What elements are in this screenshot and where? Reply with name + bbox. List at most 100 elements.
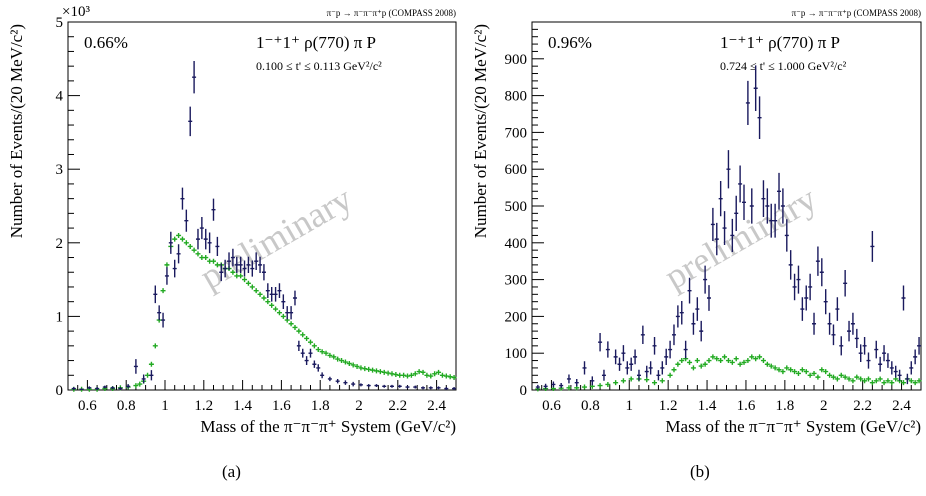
data-point [234,256,239,273]
data-point [800,297,805,321]
model-point [799,367,805,373]
data-point [617,357,622,371]
y-tick-label: 900 [505,52,528,68]
model-point [850,378,856,384]
data-point [172,259,177,278]
data-point [703,265,708,294]
model-point [323,350,329,356]
model-point [238,273,244,279]
model-point [451,374,457,380]
y-exponent-label: ×10³ [62,4,90,20]
data-point [126,384,131,389]
model-point [339,358,345,364]
x-tick-label: 1.6 [737,398,756,414]
model-point [300,332,306,338]
model-point [737,361,743,367]
wave-label: 1⁻⁺1⁺ ρ(770) π P [720,33,840,52]
x-tick-label: 1.2 [194,398,213,414]
data-point [110,386,115,390]
y-tick-label: 700 [505,125,528,141]
data-point [559,383,564,389]
model-point [768,363,774,369]
data-point [804,285,809,311]
model-point [834,376,840,382]
model-point [749,354,755,360]
model-point [230,269,236,275]
model-point [838,372,844,378]
data-point [87,386,92,390]
data-point [710,207,715,241]
data-point [812,312,817,335]
data-point [320,372,325,379]
model-point [725,358,731,364]
model-point [381,369,387,375]
model-point [447,374,453,380]
data-point [882,345,887,362]
model-point [807,372,813,378]
data-point [652,337,657,355]
data-point [668,340,673,359]
model-point [443,373,449,379]
data-point [389,384,394,388]
model-point [315,347,321,353]
data-point [917,337,922,355]
data-point [675,305,680,328]
model-point [605,381,611,387]
data-point [827,312,832,335]
model-point [308,339,313,345]
data-point [738,165,743,203]
data-point [397,384,402,388]
data-point [796,265,801,294]
model-point [373,368,379,374]
data-point [613,349,618,365]
model-point [900,380,906,386]
model-point [133,383,139,389]
data-point [327,376,332,382]
data-point [296,340,301,351]
model-point [377,369,383,375]
data-point [749,188,754,224]
data-point [168,231,173,254]
data-point [745,80,750,126]
data-point [780,188,785,224]
data-point [374,384,379,388]
data-point [808,273,813,301]
model-point [819,367,825,373]
data-point [157,305,162,321]
data-point [281,294,286,310]
x-tick-label: 1 [161,398,169,414]
model-point [865,376,871,382]
model-point [366,366,372,372]
model-point [652,380,658,386]
model-point [706,358,712,364]
model-point [827,372,833,378]
model-point [764,361,770,367]
model-point [296,328,302,334]
model-point [772,365,778,371]
model-point [370,367,376,373]
model-point [908,378,914,384]
data-point [765,188,770,224]
data-point [566,374,571,384]
model-point [912,380,918,386]
model-point [401,372,407,378]
model-point [354,363,360,369]
model-point [776,367,782,373]
data-point [211,198,216,221]
model-point [714,356,720,362]
data-point [258,256,263,273]
y-tick-label: 300 [505,273,528,289]
data-point [118,387,123,390]
data-point [219,263,224,282]
data-point [188,106,193,137]
data-point [625,361,630,375]
data-point [428,386,433,390]
data-point [141,374,146,384]
model-point [439,372,445,378]
model-point [331,354,337,360]
data-point [718,180,723,217]
data-point [671,324,676,346]
data-point [300,348,305,358]
data-point [102,385,107,389]
model-point [176,232,182,238]
